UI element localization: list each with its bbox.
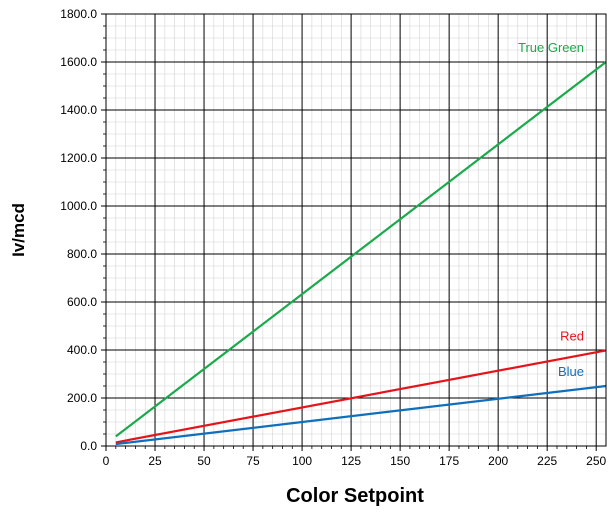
x-axis-title: Color Setpoint — [286, 485, 424, 507]
series-label-blue: Blue — [558, 364, 584, 379]
x-tick-label: 125 — [341, 454, 361, 468]
y-tick-label: 0.0 — [80, 439, 97, 453]
y-tick-label: 400.0 — [67, 343, 97, 357]
y-axis-title: Iv/mcd — [9, 203, 28, 257]
y-tick-label: 1800.0 — [60, 7, 97, 21]
x-tick-label: 25 — [148, 454, 162, 468]
axis-ticks — [101, 13, 597, 451]
x-tick-label: 250 — [586, 454, 606, 468]
x-tick-label: 150 — [390, 454, 410, 468]
series-line-red — [115, 349, 607, 444]
series-label-true-green: True Green — [518, 40, 584, 55]
y-tick-label: 800.0 — [67, 247, 97, 261]
series-label-red: Red — [560, 328, 584, 343]
y-tick-label: 1400.0 — [60, 103, 97, 117]
minor-grid — [106, 14, 606, 446]
x-tick-label: 100 — [292, 454, 312, 468]
x-tick-labels: 0 25 50 75 100 125 150 175 200 225 250 — [103, 454, 607, 468]
y-tick-labels: 0.0 200.0 400.0 600.0 800.0 1000.0 1200.0 1400.… — [60, 7, 97, 453]
x-tick-label: 0 — [103, 454, 110, 468]
x-tick-label: 175 — [439, 454, 459, 468]
major-grid — [106, 14, 606, 446]
x-tick-label: 75 — [246, 454, 260, 468]
y-tick-label: 1200.0 — [60, 151, 97, 165]
y-tick-label: 1600.0 — [60, 55, 97, 69]
y-tick-label: 600.0 — [67, 295, 97, 309]
series-line-true-green — [115, 61, 607, 438]
x-tick-label: 50 — [197, 454, 211, 468]
x-tick-label: 225 — [537, 454, 557, 468]
series-labels: True Green Red Blue — [518, 40, 584, 379]
series-layer — [115, 61, 607, 446]
y-tick-label: 200.0 — [67, 391, 97, 405]
x-tick-label: 200 — [488, 454, 508, 468]
y-tick-label: 1000.0 — [60, 199, 97, 213]
series-line-blue — [115, 384, 607, 446]
